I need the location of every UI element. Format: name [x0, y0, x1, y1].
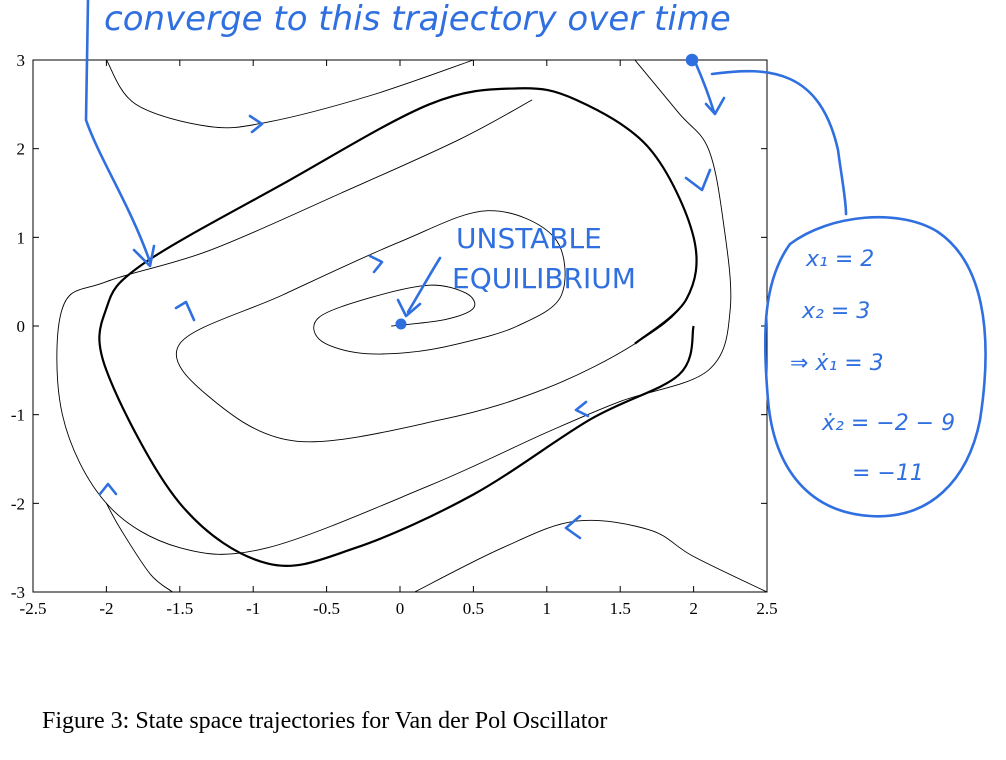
state-pointer-arrow: [694, 62, 716, 114]
x-tick-label: 1: [543, 599, 552, 618]
bubble-line-4: ẋ₂ = −2 − 9: [821, 411, 955, 436]
axis-tick-labels: -2.5 -2 -1.5 -1 -0.5 0 0.5 1 1.5 2 2.5 -3 -2 -1 0 1 2 3: [11, 51, 778, 618]
x-tick-label: 0.5: [463, 599, 484, 618]
direction-arrow-icon: [98, 482, 118, 496]
x-tick-label: 2.5: [756, 599, 777, 618]
state-arrowhead-icon: [704, 96, 726, 116]
x-tick-label: -1: [246, 599, 260, 618]
figure-caption: Figure 3: State space trajectories for V…: [42, 708, 608, 734]
y-tick-label: -2: [11, 494, 25, 513]
trajectory-line-3: [56, 60, 732, 555]
limit-cycle-line: [98, 87, 698, 567]
direction-arrow-icon: [174, 300, 196, 322]
x-tick-label: 1.5: [610, 599, 631, 618]
direction-arrow-icon: [248, 114, 264, 134]
y-tick-label: 2: [17, 140, 26, 159]
handwritten-annotations: [84, 0, 987, 540]
origin-dot-icon: [685, 53, 699, 67]
equilibrium-label-line-1: UNSTABLE: [456, 222, 602, 255]
bubble-connector: [710, 69, 848, 216]
x-tick-label: -2: [99, 599, 113, 618]
equilibrium-label-line-2: EQUILIBRIUM: [452, 262, 636, 295]
direction-arrow-icon: [684, 168, 712, 192]
converge-arrowhead-icon: [132, 244, 156, 268]
converge-pointer-arrow: [84, 0, 152, 264]
direction-arrow-icon: [564, 514, 582, 540]
equation-bubble: [763, 215, 987, 518]
y-tick-label: 0: [17, 317, 26, 336]
x-tick-label: -1.5: [166, 599, 193, 618]
trajectory-line-5: [106, 503, 173, 592]
x-tick-label: -0.5: [313, 599, 340, 618]
y-tick-label: 3: [17, 51, 26, 70]
equilibrium-pointer: [406, 256, 442, 314]
y-tick-label: -1: [11, 406, 25, 425]
trajectory-curves: [56, 60, 767, 592]
bubble-line-3: ⇒ ẋ₁ = 3: [790, 351, 884, 376]
bubble-line-2: x₂ = 3: [801, 299, 870, 324]
equilibrium-arrowhead-icon: [396, 298, 422, 318]
direction-arrow-icon: [574, 400, 590, 418]
trajectory-line-4: [414, 519, 767, 592]
x-tick-label: 0: [396, 599, 405, 618]
converge-note: converge to this trajectory over time: [104, 0, 731, 39]
equilibrium-dot-icon: [395, 318, 407, 330]
bubble-line-5: = −11: [852, 461, 924, 486]
x-tick-label: 2: [689, 599, 698, 618]
x-tick-label: -2.5: [20, 599, 47, 618]
direction-arrow-icon: [368, 254, 384, 274]
y-tick-label: -3: [11, 583, 25, 602]
y-tick-label: 1: [17, 228, 26, 247]
trajectory-line-2: [106, 60, 474, 129]
bubble-line-1: x₁ = 2: [805, 247, 874, 272]
